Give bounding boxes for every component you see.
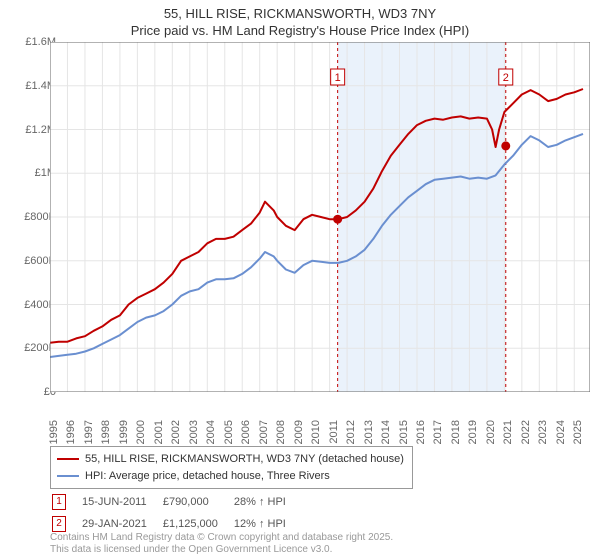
chart-area: 12 <box>50 42 590 392</box>
marker-badge: 1 <box>52 494 66 510</box>
y-tick-label: £200K <box>6 342 56 354</box>
marker-price: £1,125,000 <box>163 514 232 534</box>
marker-row: 2 29-JAN-2021£1,125,00012% ↑ HPI <box>52 514 300 534</box>
y-tick-label: £1.2M <box>6 124 56 136</box>
marker-date: 29-JAN-2021 <box>82 514 161 534</box>
x-tick-label: 2024 <box>555 420 567 460</box>
footer-line2: This data is licensed under the Open Gov… <box>50 544 332 555</box>
y-tick-label: £400K <box>6 299 56 311</box>
marker-price: £790,000 <box>163 492 232 512</box>
x-tick-label: 2021 <box>502 420 514 460</box>
title-line1: 55, HILL RISE, RICKMANSWORTH, WD3 7NY <box>164 6 436 21</box>
legend: 55, HILL RISE, RICKMANSWORTH, WD3 7NY (d… <box>50 446 413 489</box>
marker-date: 15-JUN-2011 <box>82 492 161 512</box>
x-tick-label: 2017 <box>432 420 444 460</box>
legend-item: 55, HILL RISE, RICKMANSWORTH, WD3 7NY (d… <box>57 451 404 468</box>
svg-text:2: 2 <box>503 72 509 84</box>
markers-table: 1 15-JUN-2011£790,00028% ↑ HPI 2 29-JAN-202… <box>50 490 302 536</box>
x-tick-label: 2020 <box>485 420 497 460</box>
legend-swatch <box>57 458 79 460</box>
footer-line1: Contains HM Land Registry data © Crown c… <box>50 532 393 543</box>
svg-text:1: 1 <box>335 72 341 84</box>
chart-title: 55, HILL RISE, RICKMANSWORTH, WD3 7NY Pr… <box>0 0 600 40</box>
x-axis-labels: 1995199619971998199920002001200220032004… <box>50 394 590 444</box>
y-tick-label: £1.4M <box>6 80 56 92</box>
y-tick-label: £0 <box>6 386 56 398</box>
x-tick-label: 2016 <box>415 420 427 460</box>
legend-item: HPI: Average price, detached house, Thre… <box>57 468 404 485</box>
x-tick-label: 2023 <box>537 420 549 460</box>
marker-row: 1 15-JUN-2011£790,00028% ↑ HPI <box>52 492 300 512</box>
y-tick-label: £800K <box>6 211 56 223</box>
marker-badge: 2 <box>52 516 66 532</box>
x-tick-label: 2018 <box>450 420 462 460</box>
legend-label: HPI: Average price, detached house, Thre… <box>85 470 330 482</box>
y-tick-label: £600K <box>6 255 56 267</box>
x-tick-label: 2025 <box>572 420 584 460</box>
marker-delta: 28% ↑ HPI <box>234 492 300 512</box>
title-line2: Price paid vs. HM Land Registry's House … <box>131 23 469 38</box>
x-tick-label: 2022 <box>520 420 532 460</box>
footer-credits: Contains HM Land Registry data © Crown c… <box>50 532 393 556</box>
chart-svg: 12 <box>50 42 590 392</box>
marker-delta: 12% ↑ HPI <box>234 514 300 534</box>
x-tick-label: 2019 <box>467 420 479 460</box>
y-tick-label: £1M <box>6 167 56 179</box>
y-tick-label: £1.6M <box>6 36 56 48</box>
legend-swatch <box>57 475 79 477</box>
legend-label: 55, HILL RISE, RICKMANSWORTH, WD3 7NY (d… <box>85 453 404 465</box>
